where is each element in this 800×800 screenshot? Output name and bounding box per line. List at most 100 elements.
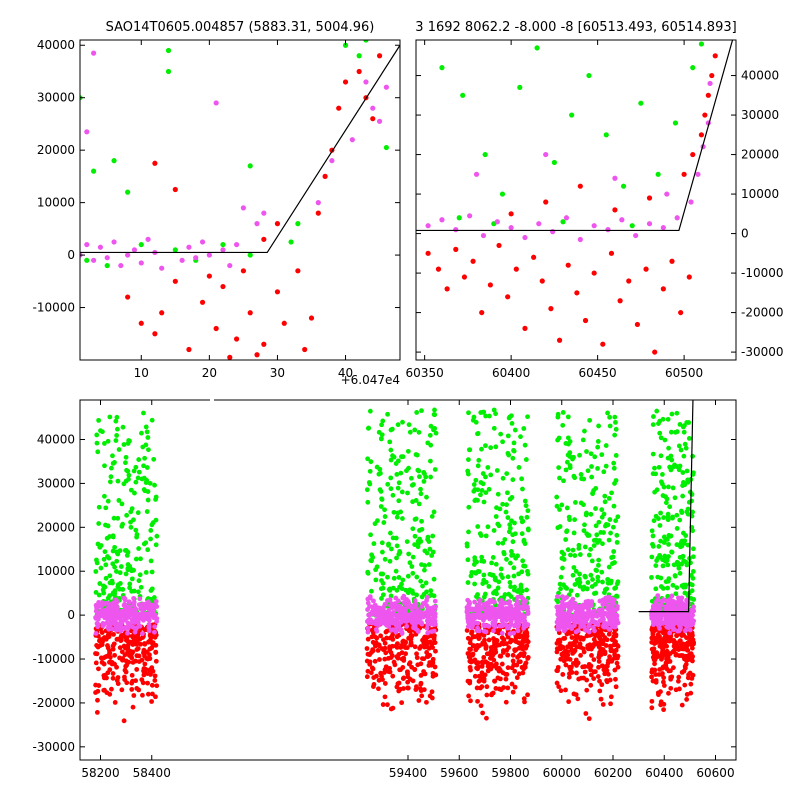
data-point [124,662,130,668]
data-point [385,618,391,624]
data-point [596,562,601,568]
data-point [376,53,383,59]
data-point [133,556,139,562]
data-point [430,656,436,662]
data-point [598,696,604,702]
data-point [404,539,410,544]
x-tick-label: 60600 [696,766,734,780]
data-point [626,278,632,284]
data-point [91,50,97,56]
data-point [409,642,414,648]
data-point [484,692,490,698]
data-point [493,514,499,519]
data-point [582,573,588,579]
data-point [114,603,119,609]
data-point [368,532,373,538]
data-point [407,612,412,618]
data-point [396,480,402,486]
data-point [679,646,685,652]
data-point [606,496,612,501]
data-point [149,699,154,704]
data-point [682,682,688,688]
data-point [96,666,101,672]
data-point [403,640,408,646]
data-point [431,593,437,599]
data-point [433,648,438,654]
data-point [105,498,111,504]
panel-bottom: 58200 58400 59400 59600 59800 60000 60200 60400… [32,397,737,780]
data-point [690,509,695,515]
data-point [519,476,525,482]
data-point [111,239,117,245]
data-point [475,431,480,437]
data-point [519,633,525,639]
data-point [482,637,487,643]
data-point [567,517,572,523]
data-point [111,158,117,164]
data-point [467,640,473,646]
data-point [573,629,579,635]
data-point [153,599,159,604]
data-point [133,479,139,485]
data-point [322,173,328,179]
data-point [336,105,342,111]
data-point [150,602,156,608]
data-point [432,664,438,670]
data-point [497,653,503,659]
data-point [600,623,606,629]
data-point [577,644,582,650]
data-point [650,422,656,427]
data-point [115,675,121,680]
data-point [376,686,381,692]
data-point [399,643,405,648]
data-point [682,605,687,610]
data-point [479,558,485,564]
data-point [516,464,522,470]
data-point [186,346,192,353]
data-point [651,414,656,419]
data-point [165,47,172,54]
data-point [672,495,678,501]
data-point [387,558,393,564]
data-point [466,504,472,510]
data-point [575,696,581,702]
data-point [480,471,486,476]
data-point [364,646,370,651]
data-point [658,510,663,516]
data-point [685,506,691,512]
data-point [698,41,705,47]
data-point [668,668,673,674]
data-point [650,654,656,660]
data-point [485,465,491,470]
data-point [658,453,664,459]
data-point [478,492,483,498]
data-point [561,478,566,484]
data-point [478,703,484,709]
data-point [669,457,675,463]
data-point [509,549,514,554]
data-point [516,671,522,677]
data-point [315,200,321,206]
data-point [569,112,575,118]
data-point [473,477,479,483]
data-point [126,599,132,605]
data-point [464,628,470,633]
y-tick-label: 20000 [37,143,75,157]
data-point [487,282,493,288]
data-point [387,611,393,617]
data-point [510,539,516,545]
data-point [559,652,565,658]
data-point [424,699,429,705]
data-point [122,674,127,680]
data-point [505,490,510,496]
y-tick-label: 10000 [37,196,75,210]
data-point [376,615,382,621]
data-point [113,418,119,424]
y-tick-label: -20000 [741,306,784,320]
data-point [453,227,459,233]
data-point [412,667,418,673]
data-point [614,532,620,538]
data-point [690,65,696,71]
data-point [652,641,657,646]
data-point [364,619,370,624]
